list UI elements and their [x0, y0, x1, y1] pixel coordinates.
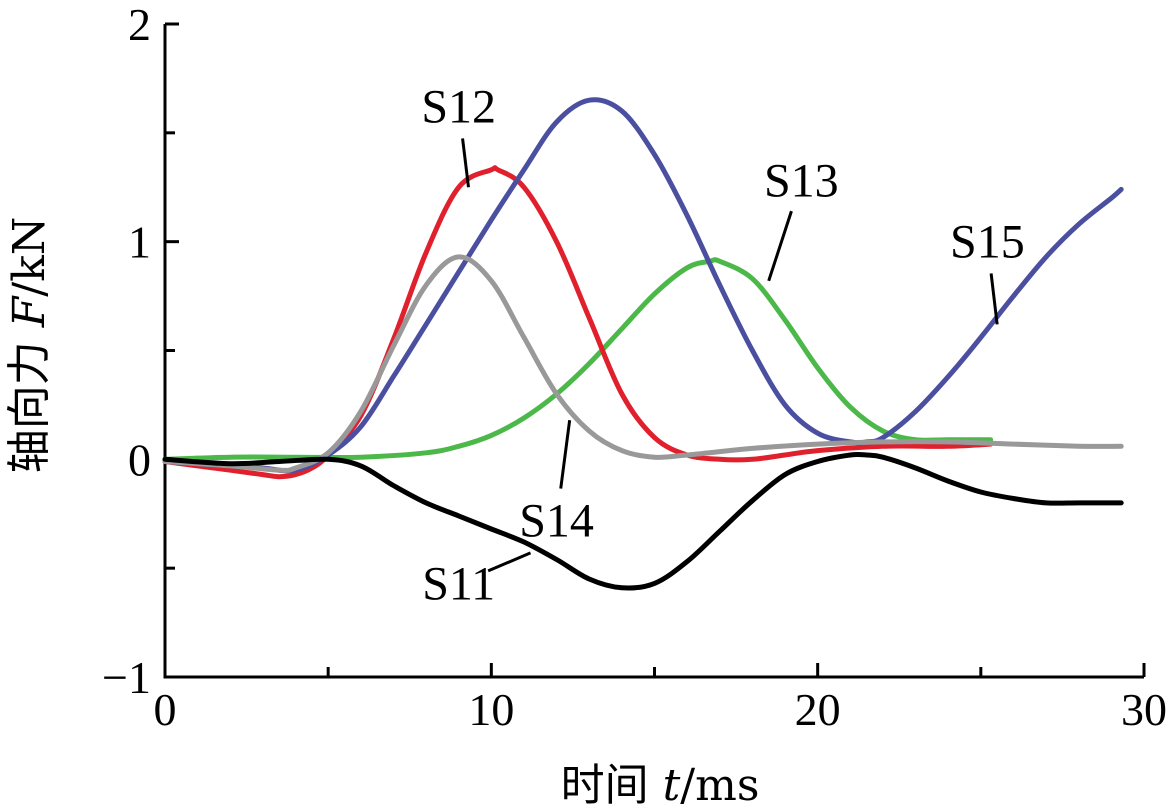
y-tick-label: −1 — [102, 652, 151, 703]
x-tick-label: 0 — [154, 684, 177, 735]
series-line-s12 — [162, 165, 994, 480]
y-axis-title-prefix: 轴向力 — [4, 327, 55, 473]
series-label-s13: S13 — [764, 155, 839, 208]
series-line-s13 — [162, 257, 994, 462]
series-label-s14: S14 — [519, 494, 594, 547]
x-axis-title-prefix: 时间 — [561, 760, 663, 809]
x-tick-label: 20 — [795, 684, 841, 735]
series-line-s11 — [162, 451, 1124, 591]
leader-line-s15 — [989, 273, 999, 325]
x-axis-title-suffix: /ms — [680, 760, 759, 809]
series-lines — [162, 97, 1124, 591]
leader-line-s12 — [461, 138, 470, 188]
series-line-s15 — [162, 97, 1124, 474]
series-label-s11: S11 — [422, 557, 495, 610]
series-label-s12: S12 — [421, 81, 496, 134]
x-axis-title: 时间 t/ms — [561, 760, 760, 809]
series-labels: S11 S12 S13 S14 S15 — [421, 81, 1024, 611]
leader-line-s14 — [559, 419, 572, 489]
x-tick-label: 10 — [468, 684, 514, 735]
axes — [163, 24, 1144, 679]
leader-line-s11 — [487, 551, 532, 573]
y-tick-label: 0 — [128, 434, 151, 485]
y-axis-title-suffix: /kN — [4, 217, 55, 297]
y-axis-title: 轴向力 F/kN — [4, 217, 55, 474]
x-axis-title-var: t — [663, 760, 681, 809]
leader-line-s13 — [767, 210, 793, 282]
y-tick-label: 1 — [128, 217, 151, 268]
axis-ticks — [163, 22, 1146, 679]
x-tick-label: 30 — [1121, 684, 1167, 735]
y-axis-title-var: F — [4, 295, 55, 328]
y-tick-label: 2 — [128, 0, 151, 50]
series-label-s15: S15 — [950, 216, 1025, 269]
